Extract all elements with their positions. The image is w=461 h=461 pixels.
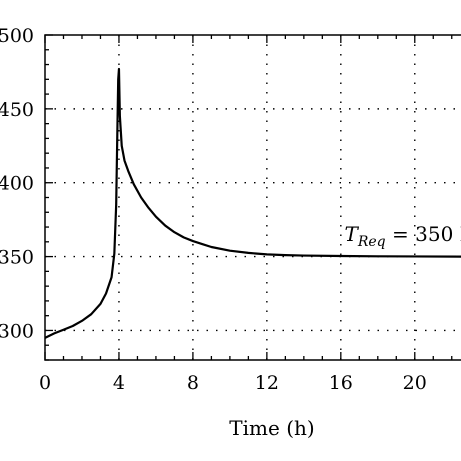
series-line <box>44 67 461 339</box>
minor-ticks <box>45 35 453 361</box>
y-tick-labels: 300 350 400 450 500 <box>0 25 34 342</box>
plot-frame <box>44 34 461 361</box>
major-ticks <box>44 34 416 360</box>
annotation-treq: TReq = 350 K <box>345 222 461 250</box>
grid-lines <box>45 35 461 360</box>
annotation-italic: T <box>345 222 360 246</box>
y-tick-label-400: 400 <box>0 173 34 195</box>
x-tick-label-8: 8 <box>187 372 199 394</box>
y-tick-label-300: 300 <box>0 320 34 342</box>
x-axis-title: Time (h) <box>229 416 314 440</box>
x-tick-labels: 0 4 8 12 16 20 <box>39 372 427 394</box>
annotation-value: = 350 K <box>386 222 461 246</box>
x-tick-label-16: 16 <box>329 372 353 394</box>
y-tick-label-500: 500 <box>0 25 34 47</box>
annotation-subscript: Req <box>357 234 386 250</box>
y-tick-label-350: 350 <box>0 247 34 269</box>
x-tick-label-0: 0 <box>39 372 51 394</box>
x-tick-label-12: 12 <box>255 372 279 394</box>
y-tick-label-450: 450 <box>0 99 34 121</box>
x-tick-label-20: 20 <box>403 372 427 394</box>
x-tick-label-4: 4 <box>113 372 125 394</box>
